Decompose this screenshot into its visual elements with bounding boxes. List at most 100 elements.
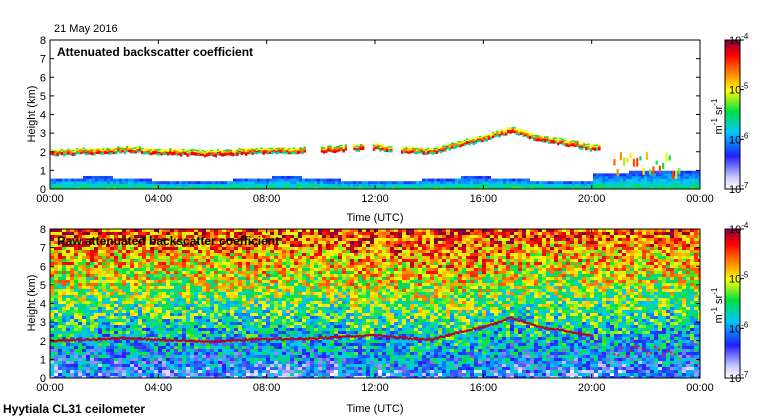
raw-cell [278,316,282,319]
raw-cell [70,367,74,370]
cloud-cell [177,153,181,156]
raw-cell [98,301,102,304]
raw-cell [106,289,110,292]
aerosol-cell [98,183,101,187]
raw-cell [254,229,258,232]
raw-cell [118,253,122,256]
cloud-cell [67,152,70,155]
aerosol-cell [272,183,275,187]
cloud-cell [338,146,341,149]
raw-cell [138,349,142,352]
cloud-cell [212,153,215,156]
aerosol-cell [74,186,77,189]
aerosol-cell [383,186,386,189]
cloud-cell [82,150,85,153]
cloud-cell [414,148,417,151]
cloud-cell [147,152,150,155]
raw-cell [74,370,78,373]
raw-cell [122,259,126,262]
raw-cell [274,274,278,277]
raw-cell [166,268,170,271]
raw-cell [170,349,174,352]
raw-cell [282,238,286,241]
raw-cell [286,259,290,262]
raw-cell [286,244,290,247]
aerosol-cell [323,178,326,182]
cloud-cell [583,144,586,147]
raw-cell [50,316,54,319]
raw-cell [54,343,58,346]
raw-cell [238,358,242,361]
raw-cell [286,268,290,271]
raw-cell [214,295,218,298]
y-tick-label: 6 [40,72,46,84]
raw-cell [226,235,230,238]
raw-cell [214,343,218,346]
raw-cell [114,343,118,346]
aerosol-cell [83,186,86,189]
aerosol-cell [455,183,458,187]
raw-cell [230,304,234,307]
aerosol-cell [230,186,233,189]
cloud-cell [247,148,250,151]
raw-cell [74,235,78,238]
raw-cell [210,325,214,328]
raw-cell [210,271,214,274]
raw-cell [130,304,134,307]
raw-cell [118,307,122,310]
raw-cell [222,283,226,286]
raw-cell [98,367,102,370]
raw-cell [290,289,294,292]
raw-cell [78,265,82,268]
cloud-cell [284,147,287,150]
aerosol-cell [644,170,647,174]
raw-cell [174,322,178,325]
raw-cell [114,334,118,337]
raw-cell [202,325,206,328]
cloud-cell [502,131,506,134]
aerosol-cell [476,181,479,185]
raw-cell [202,229,206,232]
raw-cell [98,298,102,301]
raw-cell [106,298,110,301]
raw-cell [78,274,82,277]
cloud-cell [531,135,534,138]
raw-cell [50,361,54,364]
raw-cell [98,274,102,277]
raw-cell [130,358,134,361]
raw-cell [266,247,270,250]
raw-cell [234,313,238,316]
raw-cell [142,328,146,331]
aerosol-cell [599,181,602,185]
raw-cell [158,352,162,355]
raw-cell [226,316,230,319]
raw-cell [142,367,146,370]
raw-cell [290,247,294,250]
raw-cell [198,358,202,361]
cloud-cell [583,146,586,149]
aerosol-cell [455,181,458,185]
cloud-cell [158,149,161,152]
raw-cell [98,235,102,238]
raw-cell [118,373,122,376]
raw-cell [62,247,66,250]
aerosol-cell [95,181,98,185]
raw-cell [270,259,274,262]
raw-cell [90,292,94,295]
raw-cell [278,229,282,232]
raw-cell [110,232,114,235]
raw-cell [114,229,118,232]
cloud-cell [197,152,200,155]
raw-cell [250,361,254,364]
raw-cell [242,259,246,262]
raw-cell [122,235,126,238]
raw-cell [134,376,138,378]
raw-cell [198,349,202,352]
aerosol-cell [218,183,221,187]
aerosol-cell [686,175,689,179]
cloud-cell [82,147,85,150]
raw-cell [146,346,150,349]
raw-cell [154,253,158,256]
raw-cell [254,259,258,262]
raw-cell [118,310,122,313]
